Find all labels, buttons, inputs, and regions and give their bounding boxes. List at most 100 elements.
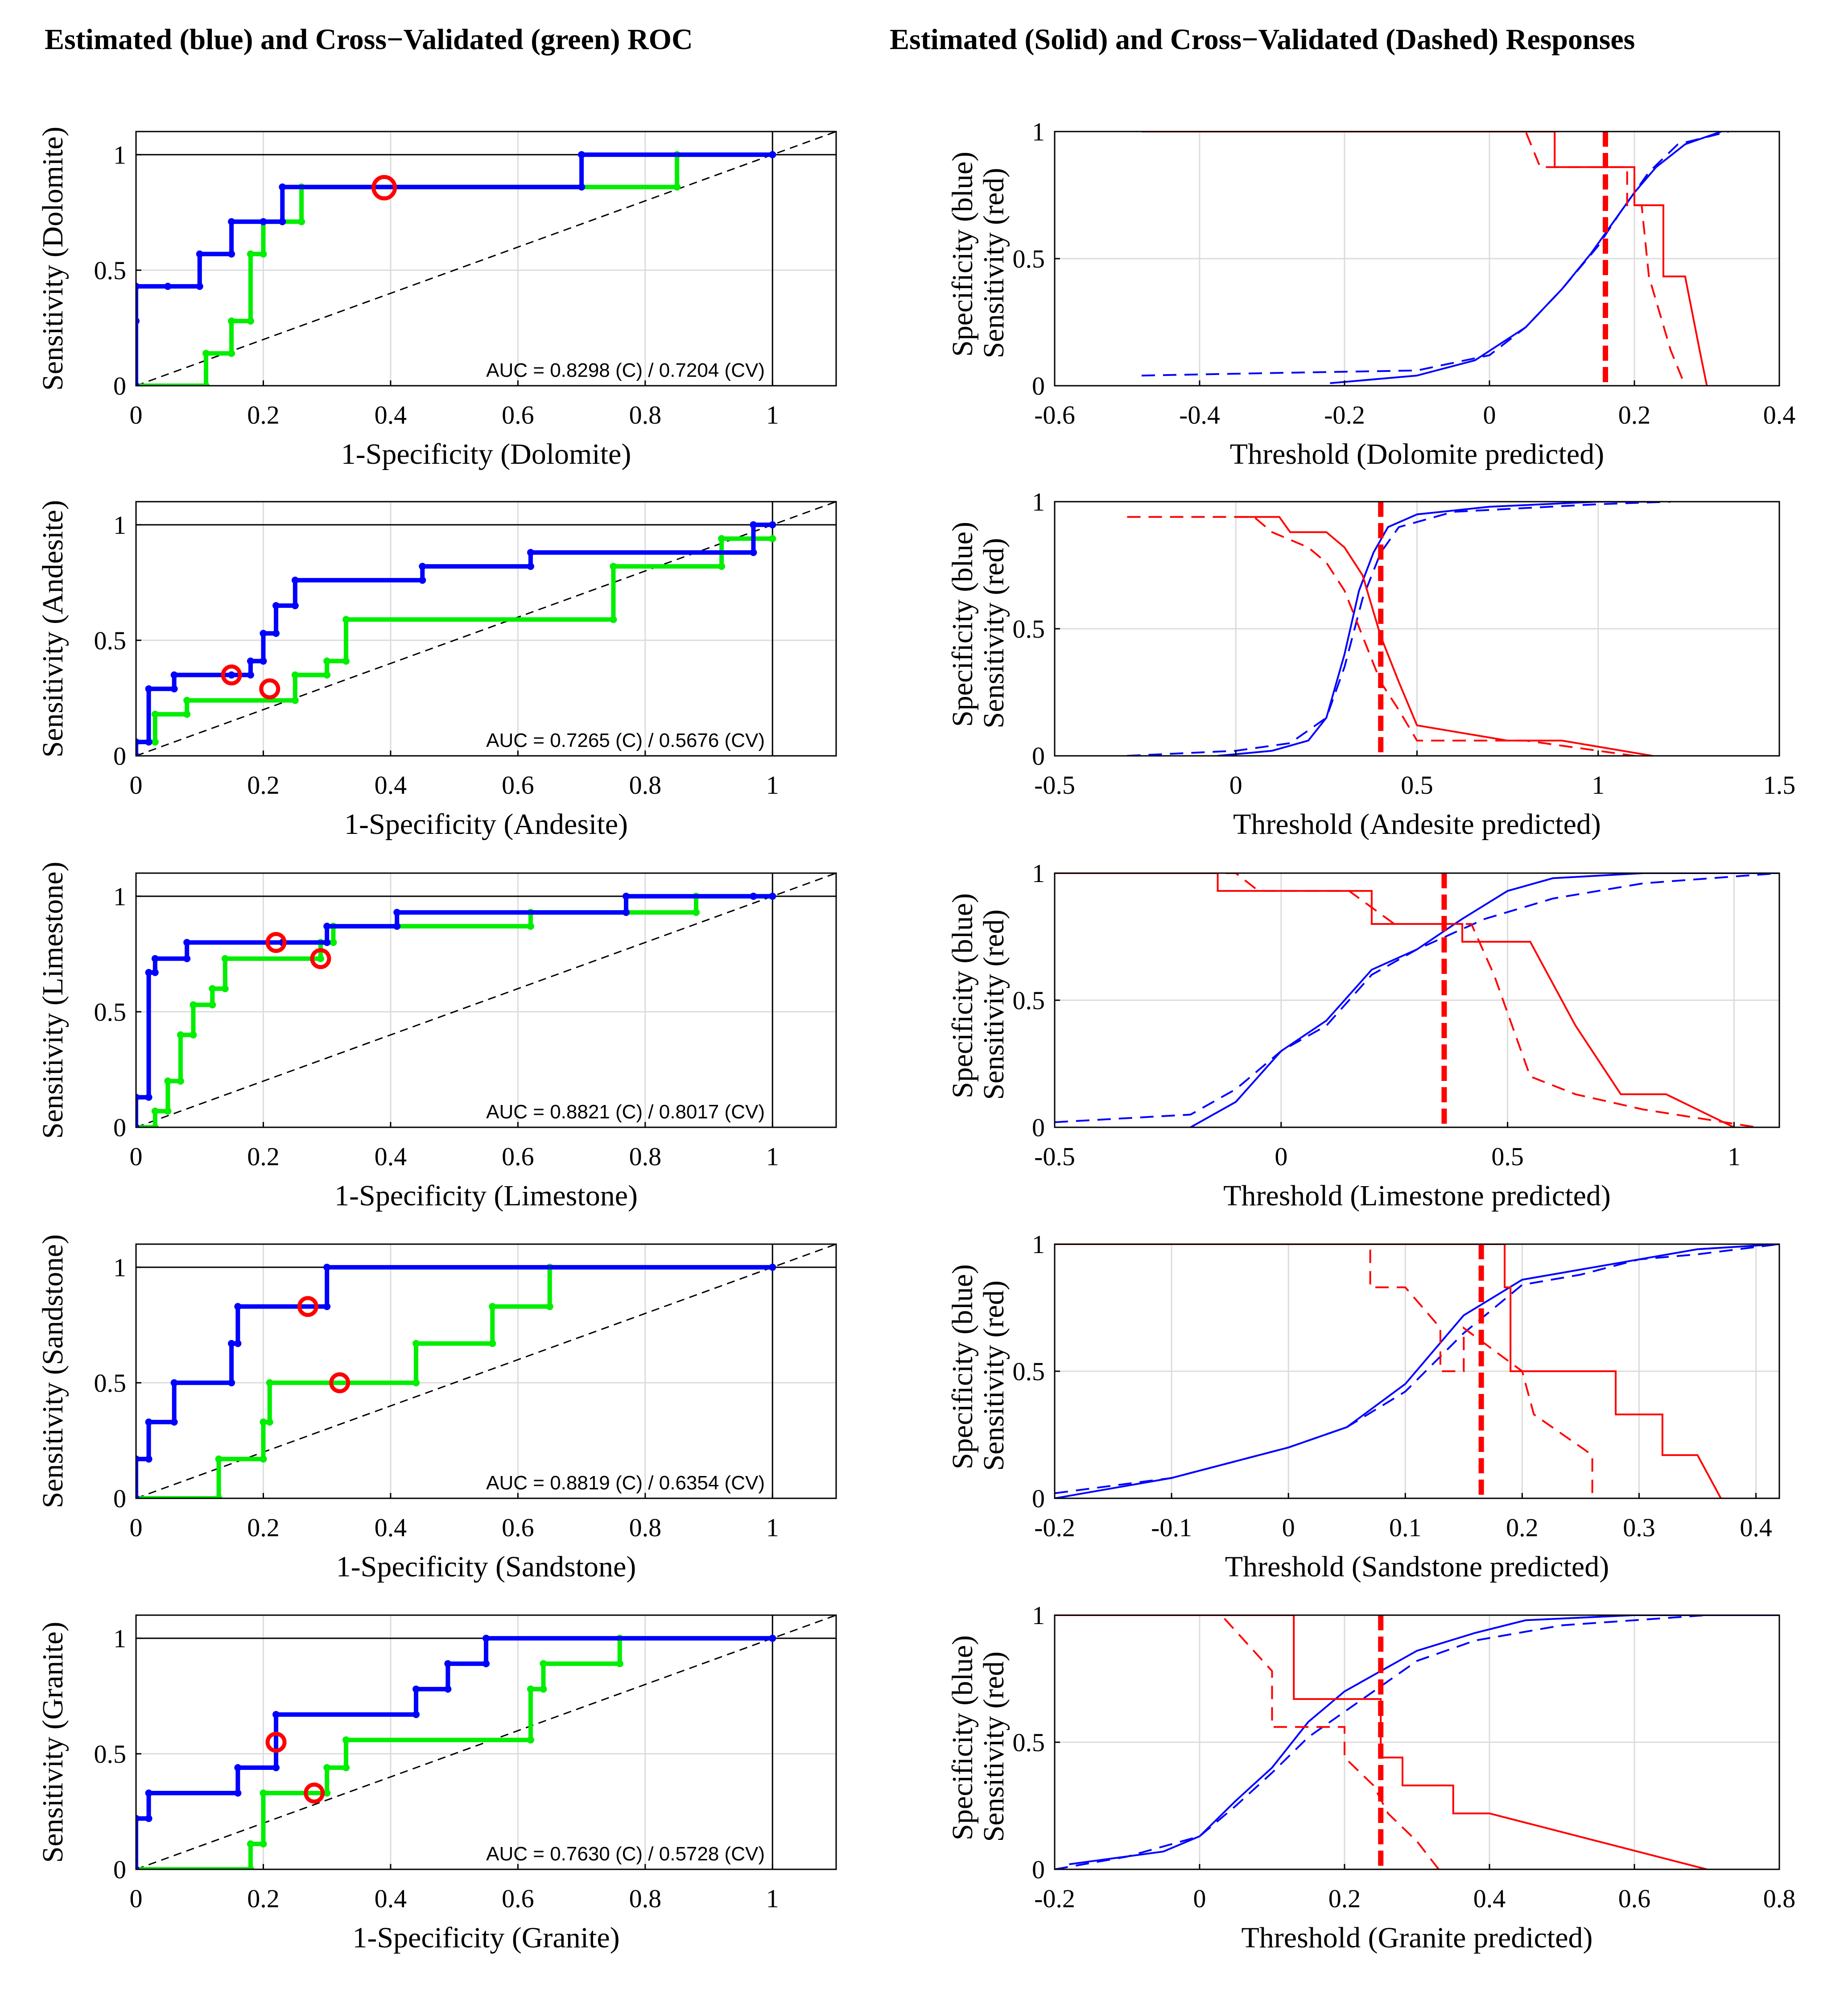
roc-sandstone-estimated-point xyxy=(323,1303,331,1310)
roc-limestone-panel: AUC = 0.8821 (C) / 0.8017 (CV) 0 0.2 0.4 0.6… xyxy=(37,862,837,1212)
roc-dolomite-estimated-point xyxy=(279,218,286,226)
response-andesite-sensitivity-estimated-curve xyxy=(1236,516,1653,756)
response-granite-xtick-label: 0 xyxy=(1193,1884,1206,1913)
roc-sandstone-estimated-point xyxy=(228,1340,235,1347)
roc-andesite-ylabel: Sensitivity (Andesite) xyxy=(37,500,69,757)
roc-andesite-optimal-marker xyxy=(221,664,242,686)
left-column-title: Estimated (blue) and Cross−Validated (gr… xyxy=(45,23,693,56)
roc-dolomite-estimated-point xyxy=(769,151,776,158)
roc-sandstone-cross-validated-point xyxy=(260,1455,267,1463)
roc-sandstone-cross-validated-point xyxy=(266,1418,273,1426)
response-sandstone-xtick-label: 0.1 xyxy=(1389,1513,1422,1542)
roc-sandstone-plot-area xyxy=(136,1244,836,1498)
roc-dolomite-panel: AUC = 0.8298 (C) / 0.7204 (CV) 0 0.2 0.4 0.6… xyxy=(37,127,837,470)
roc-granite-cross-validated-point xyxy=(616,1660,623,1667)
roc-limestone-ytick-label: 0.5 xyxy=(94,998,127,1027)
response-andesite-ytick-label: 0 xyxy=(1032,742,1045,771)
roc-granite-optimal-marker xyxy=(304,1782,325,1804)
response-limestone-xtick-label: 1 xyxy=(1728,1142,1741,1171)
roc-andesite-ytick-label: 1 xyxy=(113,511,126,540)
roc-limestone-estimated-point xyxy=(136,1124,140,1127)
roc-andesite-cross-validated-point xyxy=(151,738,159,746)
roc-dolomite-cross-validated-point xyxy=(228,317,235,325)
roc-dolomite-cross-validated-point xyxy=(247,317,254,325)
roc-sandstone-ytick-label: 0 xyxy=(113,1484,126,1513)
roc-limestone-ytick-label: 0 xyxy=(113,1113,126,1142)
response-limestone-sensitivity-cross-validated-curve xyxy=(1055,873,1757,1127)
roc-granite-cross-validated-point xyxy=(260,1790,267,1797)
roc-andesite-xtick-label: 1 xyxy=(766,771,779,800)
roc-andesite-estimated-point xyxy=(136,738,140,746)
response-andesite-ytick-label: 0.5 xyxy=(1013,614,1045,643)
response-sandstone-ytick-label: 0.5 xyxy=(1013,1357,1045,1386)
right-column-title: Estimated (Solid) and Cross−Validated (D… xyxy=(890,23,1635,56)
response-dolomite-xtick-label: -0.2 xyxy=(1324,400,1365,429)
roc-granite-xtick-label: 0.2 xyxy=(247,1884,280,1913)
roc-granite-xlabel: 1-Specificity (Granite) xyxy=(352,1922,619,1954)
roc-granite-cross-validated-point xyxy=(540,1660,547,1667)
roc-limestone-ytick-label: 1 xyxy=(113,882,126,911)
roc-andesite-estimated-point xyxy=(170,671,178,679)
roc-granite-xtick-label: 0.8 xyxy=(629,1884,662,1913)
roc-dolomite-estimated-point xyxy=(279,183,286,191)
roc-sandstone-cross-validated-point xyxy=(215,1495,223,1498)
response-dolomite-sensitivity-cross-validated-curve xyxy=(1142,132,1686,386)
roc-limestone-xtick-label: 0.4 xyxy=(375,1142,407,1171)
roc-limestone-estimated-point xyxy=(183,939,191,946)
roc-sandstone-chance-diagonal xyxy=(136,1244,836,1498)
roc-limestone-cross-validated-point xyxy=(177,1031,184,1039)
response-andesite-xtick-label: 0 xyxy=(1229,771,1242,800)
roc-sandstone-cross-validated-point xyxy=(260,1418,267,1426)
roc-dolomite-estimated-point xyxy=(136,382,140,386)
roc-granite-cross-validated-point xyxy=(527,1736,534,1744)
response-sandstone-xlabel: Threshold (Sandstone predicted) xyxy=(1225,1550,1609,1583)
response-andesite-xtick-label: 1.5 xyxy=(1763,771,1796,800)
roc-andesite-cross-validated-point xyxy=(323,671,331,679)
roc-limestone-estimated-point xyxy=(393,923,401,930)
response-granite-sensitivity-cross-validated-curve xyxy=(1055,1615,1440,1869)
response-dolomite-xtick-label: 0.4 xyxy=(1763,400,1796,429)
roc-limestone-xtick-label: 0.8 xyxy=(629,1142,662,1171)
roc-granite-optimal-marker xyxy=(265,1732,287,1753)
roc-granite-estimated-point xyxy=(234,1764,242,1771)
roc-dolomite-estimated-point xyxy=(136,317,140,325)
roc-granite-auc-label: AUC = 0.7630 (C) / 0.5728 (CV) xyxy=(486,1843,765,1865)
response-sandstone-specificity-cross-validated-curve xyxy=(1055,1244,1779,1494)
roc-sandstone-cross-validated-point xyxy=(489,1340,496,1347)
response-andesite-specificity-cross-validated-curve xyxy=(1127,502,1671,756)
roc-granite-ytick-label: 0 xyxy=(113,1855,126,1884)
roc-sandstone-estimated-point xyxy=(170,1418,178,1426)
roc-granite-estimated-point xyxy=(483,1634,490,1642)
response-limestone-ytick-label: 0.5 xyxy=(1013,986,1045,1015)
response-granite-xtick-label: 0.2 xyxy=(1328,1884,1361,1913)
roc-dolomite-cross-validated-curve xyxy=(136,152,773,386)
roc-sandstone-xtick-label: 1 xyxy=(766,1513,779,1542)
roc-andesite-optimal-marker xyxy=(259,678,280,700)
roc-dolomite-cross-validated-point xyxy=(260,250,267,258)
response-andesite-xtick-label: 1 xyxy=(1592,771,1605,800)
roc-sandstone-ylabel: Sensitivity (Sandstone) xyxy=(37,1234,69,1508)
roc-andesite-estimated-point xyxy=(260,630,267,637)
response-limestone-xtick-label: 0 xyxy=(1275,1142,1287,1171)
roc-sandstone-estimated-point xyxy=(769,1263,776,1271)
roc-andesite-estimated-point xyxy=(419,563,426,570)
response-granite-specificity-estimated-curve xyxy=(1069,1615,1779,1865)
roc-andesite-estimated-point xyxy=(170,685,178,693)
roc-andesite-plot-area xyxy=(136,502,836,756)
roc-dolomite-auc-label: AUC = 0.8298 (C) / 0.7204 (CV) xyxy=(486,359,765,381)
roc-dolomite-estimated-point xyxy=(228,250,235,258)
roc-granite-ylabel: Sensitivity (Granite) xyxy=(37,1622,69,1863)
roc-limestone-cross-validated-point xyxy=(151,1124,159,1127)
response-andesite-xlabel: Threshold (Andesite predicted) xyxy=(1233,808,1601,841)
roc-sandstone-xtick-label: 0.8 xyxy=(629,1513,662,1542)
roc-granite-estimated-point xyxy=(136,1815,140,1822)
roc-dolomite-estimated-point xyxy=(164,283,172,290)
response-sandstone-xtick-label: 0.4 xyxy=(1740,1513,1772,1542)
response-granite-xtick-label: 0.8 xyxy=(1763,1884,1796,1913)
response-dolomite-panel: -0.6 -0.4 -0.2 0 0.2 0.4 0 0.5 1 Threshold (Dolom… xyxy=(946,117,1795,470)
roc-sandstone-estimated-point xyxy=(228,1379,235,1386)
roc-granite-estimated-point xyxy=(272,1764,280,1771)
response-dolomite-xtick-label: -0.6 xyxy=(1034,400,1075,429)
response-limestone-specificity-cross-validated-curve xyxy=(1055,873,1779,1123)
